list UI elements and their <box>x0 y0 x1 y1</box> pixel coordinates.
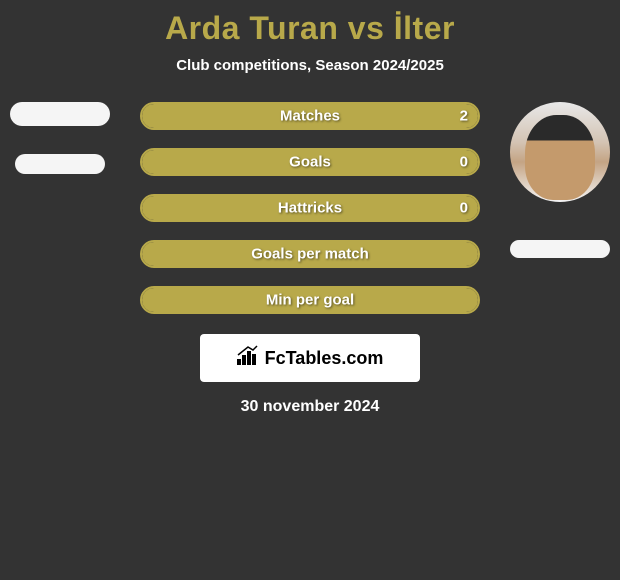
comparison-title: Arda Turan vs İlter <box>0 0 620 47</box>
bar-chart-icon <box>237 345 261 365</box>
chart-icon <box>237 345 261 371</box>
stat-label: Matches <box>280 108 340 125</box>
stats-bars-container: Matches 2 Goals 0 Hattricks 0 Goals per … <box>140 102 480 314</box>
stat-label: Goals per match <box>251 246 369 263</box>
stat-label: Goals <box>289 154 331 171</box>
player-right-pill <box>510 240 610 258</box>
player-left-pill-2 <box>15 154 105 174</box>
logo-text: FcTables.com <box>265 348 384 369</box>
stat-value-right: 0 <box>460 200 468 217</box>
stat-bar-min-per-goal: Min per goal <box>140 286 480 314</box>
fctables-logo: FcTables.com <box>200 334 420 382</box>
comparison-date: 30 november 2024 <box>0 398 620 416</box>
comparison-container: Matches 2 Goals 0 Hattricks 0 Goals per … <box>0 102 620 314</box>
stat-label: Hattricks <box>278 200 342 217</box>
comparison-subtitle: Club competitions, Season 2024/2025 <box>0 57 620 74</box>
stat-bar-hattricks: Hattricks 0 <box>140 194 480 222</box>
stat-bar-goals: Goals 0 <box>140 148 480 176</box>
stat-value-right: 2 <box>460 108 468 125</box>
player-right-column <box>510 102 610 258</box>
avatar-face-icon <box>525 115 595 200</box>
stat-label: Min per goal <box>266 292 354 309</box>
stat-bar-matches: Matches 2 <box>140 102 480 130</box>
player-left-column <box>10 102 110 174</box>
player-left-pill-1 <box>10 102 110 126</box>
player-right-avatar <box>510 102 610 202</box>
stat-value-right: 0 <box>460 154 468 171</box>
stat-bar-goals-per-match: Goals per match <box>140 240 480 268</box>
